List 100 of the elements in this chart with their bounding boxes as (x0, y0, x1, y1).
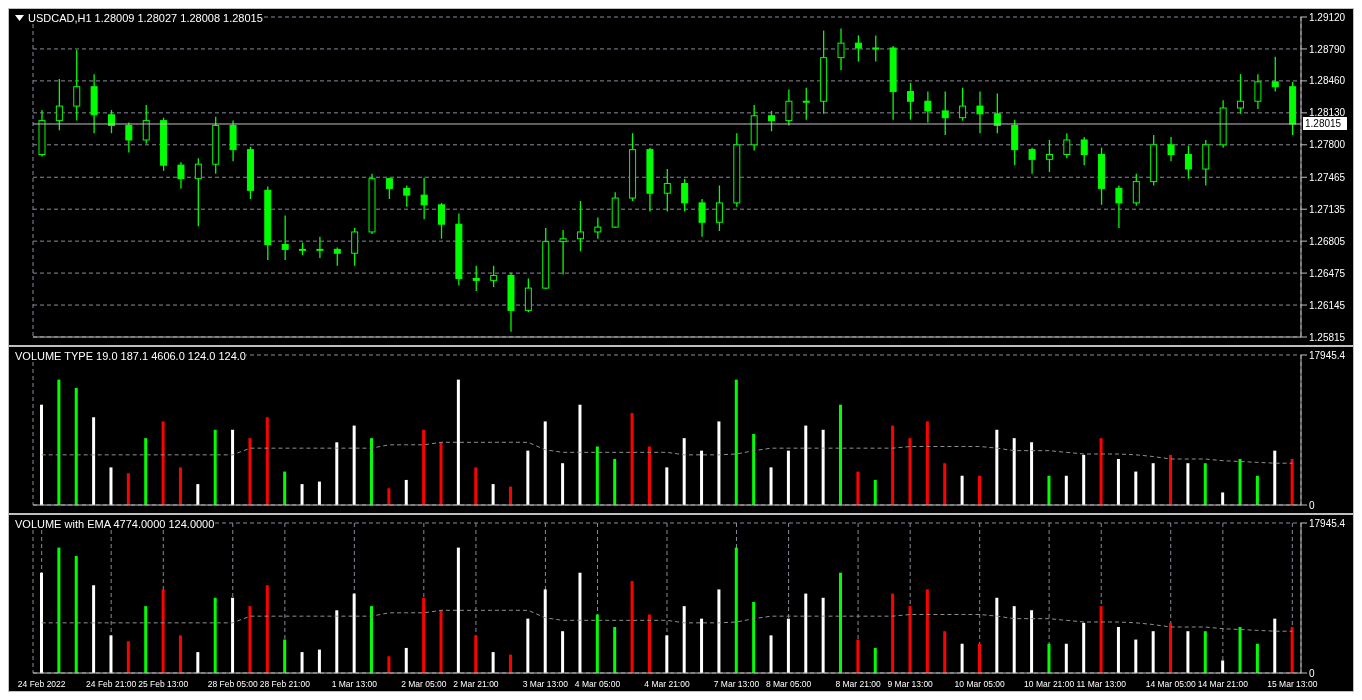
x-tick-label: 14 Mar 21:00 (1197, 679, 1249, 690)
bar (595, 614, 599, 673)
bar (908, 438, 912, 505)
bar (1116, 459, 1120, 505)
bar (925, 589, 929, 673)
bar (613, 627, 617, 673)
chart-title: VOLUME TYPE 19.0 187.1 4606.0 124.0 124.0 (15, 350, 246, 362)
bar (1273, 450, 1277, 505)
bar (734, 547, 738, 673)
x-tick-label: 15 Mar 13:00 (1267, 679, 1318, 690)
candlestick (1028, 147, 1036, 175)
y-tick-label: 1.27135 (1309, 203, 1346, 215)
bar (352, 425, 356, 505)
bar (231, 597, 235, 673)
candlestick (698, 198, 706, 238)
candlestick (976, 90, 984, 134)
bar (1064, 643, 1068, 673)
y-tick-label: 1.28130 (1309, 107, 1346, 119)
candlestick (73, 49, 81, 122)
candlestick (715, 184, 723, 232)
bar (404, 647, 408, 673)
bar (700, 618, 704, 673)
x-tick-label: 14 Mar 05:00 (1145, 679, 1197, 690)
bar (786, 618, 790, 673)
bar (40, 572, 43, 673)
candlestick (1132, 173, 1140, 207)
bar (283, 639, 287, 673)
bar (144, 606, 148, 673)
bar (161, 589, 165, 673)
candlestick (924, 90, 932, 124)
bar (1099, 606, 1103, 673)
bar (300, 484, 304, 505)
x-tick-label: 8 Mar 21:00 (835, 679, 882, 690)
bar (1221, 660, 1225, 673)
bar (839, 404, 843, 505)
bar (1047, 475, 1051, 505)
bar (665, 467, 669, 505)
bar (526, 618, 530, 673)
bar (92, 585, 96, 673)
candlestick (576, 200, 584, 252)
bar (856, 471, 860, 505)
candlestick (854, 34, 862, 63)
bar (231, 429, 235, 505)
bar (404, 479, 408, 505)
x-tick-label: 24 Feb 21:00 (86, 679, 137, 690)
bar (839, 572, 843, 673)
x-tick-label: 4 Mar 05:00 (574, 679, 621, 690)
bar (630, 581, 634, 673)
y-tick-label: 1.29120 (1309, 11, 1346, 23)
bar (335, 442, 339, 505)
bar (196, 484, 200, 505)
bar (700, 450, 704, 505)
bar (1255, 643, 1259, 673)
bar (387, 488, 391, 505)
bar (647, 446, 651, 505)
bar (196, 652, 200, 673)
bar (213, 597, 217, 673)
bar (647, 614, 651, 673)
bar (960, 643, 964, 673)
candlestick (333, 246, 341, 267)
bar (474, 467, 478, 505)
bar (1203, 631, 1207, 673)
candlestick (420, 177, 428, 221)
bar (109, 635, 113, 673)
candlestick (177, 161, 185, 190)
bar (995, 429, 999, 505)
bar (144, 438, 148, 505)
candlestick (472, 265, 480, 292)
bar (1186, 631, 1190, 673)
chart-title: USDCAD,H1 1.28009 1.28027 1.28008 1.28015 (28, 12, 263, 24)
bar (665, 635, 669, 673)
bar (1169, 454, 1173, 505)
candlestick (872, 34, 880, 63)
bar (74, 387, 78, 505)
candlestick (837, 27, 845, 71)
y-tick-label: 1.28460 (1309, 75, 1346, 87)
bar (248, 606, 252, 673)
x-tick-label: 28 Feb 05:00 (207, 679, 259, 690)
bar (57, 547, 61, 673)
bar (804, 593, 808, 673)
candlestick (941, 90, 949, 136)
bar (821, 597, 825, 673)
bar (456, 379, 460, 505)
bar (213, 429, 217, 505)
x-tick-label: 11 Mar 13:00 (1076, 679, 1127, 690)
bar (335, 610, 339, 673)
bar (126, 641, 130, 673)
bar (891, 425, 895, 505)
ref-line-label: 1.28015 (1305, 117, 1342, 129)
line-series (41, 441, 1293, 464)
bar (439, 442, 443, 505)
bar (960, 475, 964, 505)
candlestick (281, 214, 289, 261)
y-tick-label: 17945.4 (1309, 349, 1346, 361)
candlestick (1045, 139, 1053, 173)
bar (1186, 463, 1190, 505)
bar (977, 643, 981, 673)
bar (873, 479, 877, 505)
chart-title: VOLUME with EMA 4774.0000 124.0000 (15, 518, 215, 530)
candlestick (194, 157, 202, 227)
